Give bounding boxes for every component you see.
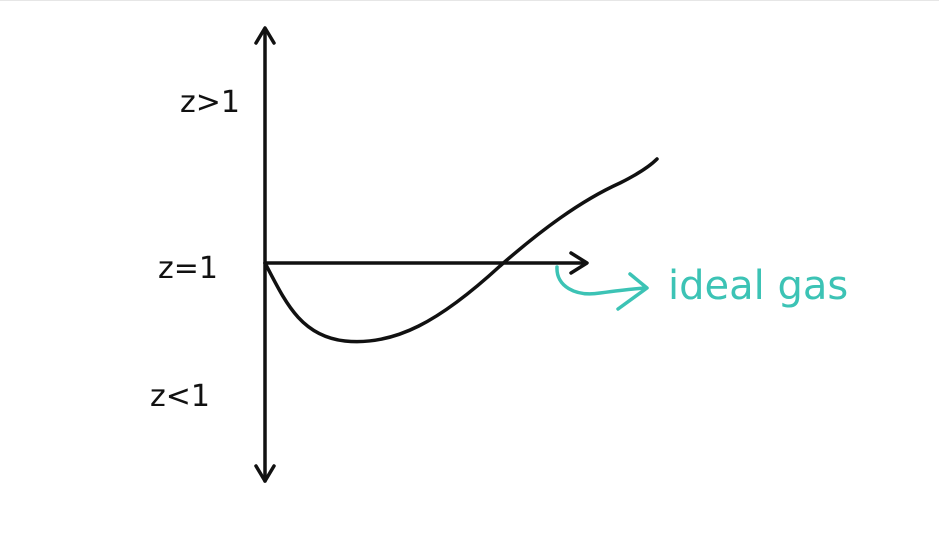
vertical-axis xyxy=(254,26,276,483)
label-z-greater-than-1: z>1 xyxy=(180,85,240,120)
annotation-arrow xyxy=(555,265,649,311)
annotation-arrow-hook xyxy=(555,265,647,296)
vertical-axis-bottom-arrowhead xyxy=(254,464,276,483)
annotation-arrowhead-icon xyxy=(616,272,649,311)
vertical-axis-top-arrowhead xyxy=(254,26,276,45)
label-z-less-than-1: z<1 xyxy=(150,379,210,414)
horizontal-axis xyxy=(263,251,589,275)
compressibility-curve xyxy=(263,157,659,344)
label-z-equals-1: z=1 xyxy=(158,251,218,286)
horizontal-axis-arrowhead xyxy=(569,251,589,275)
ideal-gas-annotation: ideal gas xyxy=(668,263,848,309)
